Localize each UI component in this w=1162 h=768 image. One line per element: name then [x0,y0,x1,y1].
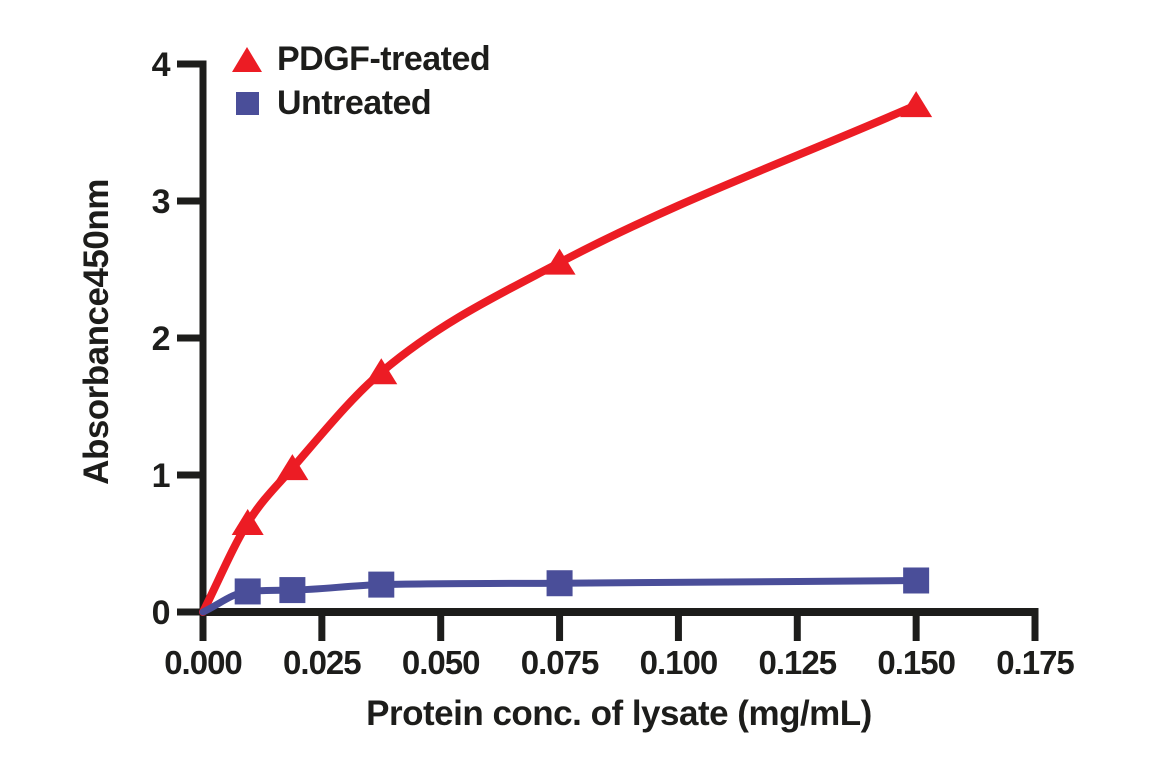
series-curve-pdgf-treated [199,101,921,616]
legend-item-pdgf-treated: PDGF-treated [231,37,491,81]
data-point-untreated [903,567,930,594]
triangle-icon [231,46,263,72]
x-tick-label: 0.075 [521,644,599,681]
data-point-pdgf-treated [231,508,264,535]
y-tick-label: 1 [152,457,170,495]
data-points-group [231,91,933,605]
axes-group [199,60,1039,616]
data-point-untreated [546,570,573,597]
data-point-untreated [234,578,261,605]
y-tick-label: 0 [152,594,170,632]
tick-labels-group: 0 1 2 3 4 0.000 0.025 0.050 0.075 0.100 0.125 0.150… [152,46,1076,681]
legend-label: Untreated [277,84,432,122]
x-tick-label: 0.050 [402,644,480,681]
y-tick-label: 4 [152,46,171,84]
data-point-pdgf-treated [900,91,933,118]
series-curves-group [199,101,921,616]
legend: PDGF-treated Untreated [231,37,491,125]
y-tick-label: 2 [152,320,170,358]
legend-item-untreated: Untreated [231,81,490,125]
data-point-pdgf-treated [365,358,398,385]
data-point-untreated [279,577,306,604]
x-axis-title: Protein conc. of lysate (mg/mL) [366,694,872,733]
legend-label: PDGF-treated [277,40,491,78]
square-icon [231,91,263,115]
tick-marks-group [177,60,1039,641]
y-tick-label: 3 [152,183,170,221]
x-tick-label: 0.125 [758,644,836,681]
x-tick-label: 0.000 [164,644,242,681]
x-tick-label: 0.175 [996,644,1074,681]
y-axis-title: Absorbance450nm [77,179,116,485]
x-tick-label: 0.100 [640,644,718,681]
x-tick-label: 0.150 [877,644,955,681]
data-point-pdgf-treated [276,454,309,481]
x-tick-label: 0.025 [283,644,361,681]
data-point-untreated [368,571,395,598]
data-point-pdgf-treated [543,248,576,275]
